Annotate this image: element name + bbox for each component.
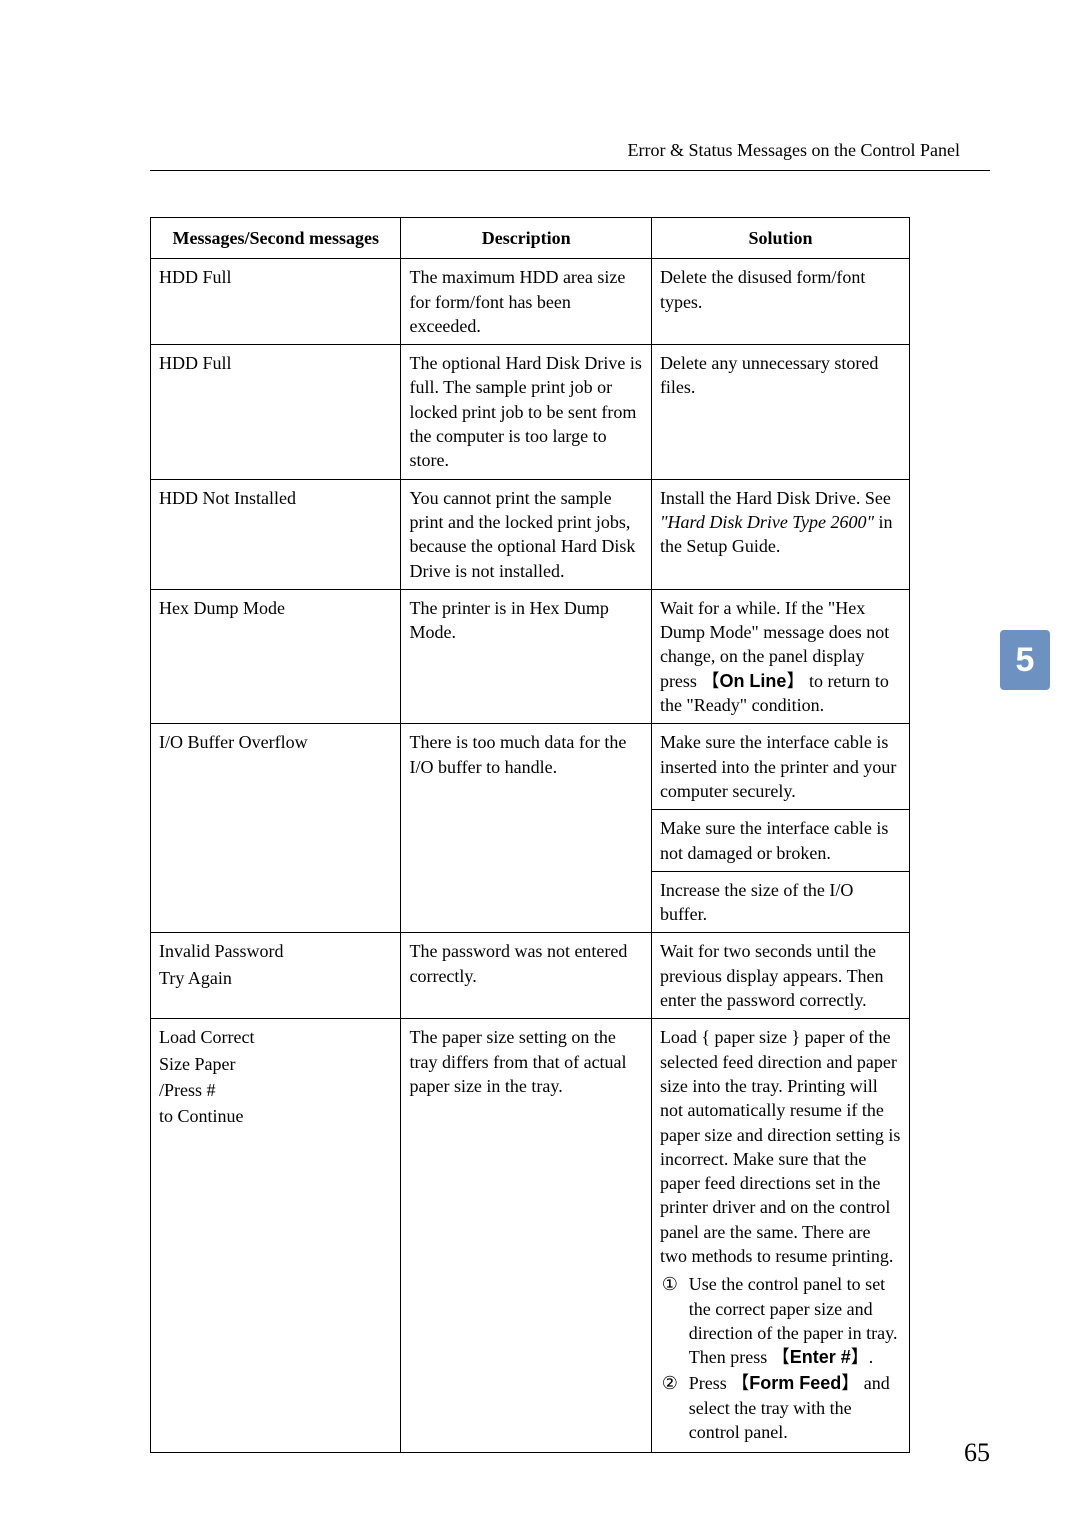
sol-intro: Load { paper size } paper of the selecte… <box>660 1025 901 1268</box>
page-header-caption: Error & Status Messages on the Control P… <box>150 140 1020 167</box>
table-row: Hex Dump Mode The printer is in Hex Dump… <box>151 589 910 723</box>
sol-ref-italic: "Hard Disk Drive Type 2600" <box>660 512 874 532</box>
sol-steps-list: ① Use the control panel to set the corre… <box>660 1272 901 1444</box>
cell-message: HDD Full <box>151 259 401 345</box>
msg-line: Load Correct <box>159 1025 392 1049</box>
msg-line: HDD Full <box>159 351 392 375</box>
list-item: ② Press Form Feed and select the tray wi… <box>660 1371 901 1444</box>
step-text: . <box>869 1347 874 1367</box>
table-row: I/O Buffer Overflow There is too much da… <box>151 724 910 810</box>
chapter-tab: 5 <box>1000 630 1050 690</box>
msg-line: Invalid Password <box>159 939 392 963</box>
msg-line: Hex Dump Mode <box>159 596 392 620</box>
key-label-enter: Enter # <box>772 1347 869 1367</box>
msg-line: HDD Full <box>159 265 392 289</box>
page-number: 65 <box>964 1438 990 1468</box>
table-row: HDD Not Installed You cannot print the s… <box>151 479 910 589</box>
msg-line: Size Paper <box>159 1052 392 1076</box>
key-label-formfeed: Form Feed <box>731 1373 859 1393</box>
sol-text: Install the Hard Disk Drive. See <box>660 488 891 508</box>
cell-message: HDD Not Installed <box>151 479 401 589</box>
table-row: HDD Full The optional Hard Disk Drive is… <box>151 345 910 479</box>
cell-solution: Install the Hard Disk Drive. See "Hard D… <box>651 479 909 589</box>
msg-line: I/O Buffer Overflow <box>159 730 392 754</box>
list-item: ① Use the control panel to set the corre… <box>660 1272 901 1369</box>
cell-description: The printer is in Hex Dump Mode. <box>401 589 651 723</box>
cell-description: The password was not entered correctly. <box>401 933 651 1019</box>
cell-solution: Make sure the interface cable is inserte… <box>651 724 909 810</box>
cell-message: HDD Full <box>151 345 401 479</box>
table-row: HDD Full The maximum HDD area size for f… <box>151 259 910 345</box>
page-root: Error & Status Messages on the Control P… <box>0 0 1080 1528</box>
table-header-row: Messages/Second messages Description Sol… <box>151 218 910 259</box>
col-header-solution: Solution <box>651 218 909 259</box>
cell-description: The maximum HDD area size for form/font … <box>401 259 651 345</box>
cell-message: Hex Dump Mode <box>151 589 401 723</box>
error-table: Messages/Second messages Description Sol… <box>150 217 910 1453</box>
cell-description: The paper size setting on the tray diffe… <box>401 1019 651 1453</box>
error-table-wrap: Messages/Second messages Description Sol… <box>150 217 910 1453</box>
msg-line: HDD Not Installed <box>159 486 392 510</box>
cell-description: There is too much data for the I/O buffe… <box>401 724 651 933</box>
msg-line: Try Again <box>159 966 392 990</box>
key-label-online: On Line <box>701 671 804 691</box>
msg-line: to Continue <box>159 1104 392 1128</box>
cell-solution: Delete the disused form/font types. <box>651 259 909 345</box>
table-row: Invalid Password Try Again The password … <box>151 933 910 1019</box>
cell-solution: Make sure the interface cable is not dam… <box>651 810 909 872</box>
step-number-icon: ② <box>660 1371 680 1395</box>
table-row: Load Correct Size Paper /Press # to Cont… <box>151 1019 910 1453</box>
msg-line: /Press # <box>159 1078 392 1102</box>
step-number-icon: ① <box>660 1272 680 1296</box>
cell-message: I/O Buffer Overflow <box>151 724 401 933</box>
step-text: Press <box>689 1373 732 1393</box>
col-header-description: Description <box>401 218 651 259</box>
cell-solution: Wait for a while. If the "Hex Dump Mode"… <box>651 589 909 723</box>
header-rule <box>150 170 990 171</box>
col-header-messages: Messages/Second messages <box>151 218 401 259</box>
cell-description: The optional Hard Disk Drive is full. Th… <box>401 345 651 479</box>
cell-solution: Wait for two seconds until the previous … <box>651 933 909 1019</box>
cell-message: Invalid Password Try Again <box>151 933 401 1019</box>
cell-message: Load Correct Size Paper /Press # to Cont… <box>151 1019 401 1453</box>
cell-solution: Load { paper size } paper of the selecte… <box>651 1019 909 1453</box>
cell-description: You cannot print the sample print and th… <box>401 479 651 589</box>
cell-solution: Increase the size of the I/O buffer. <box>651 871 909 933</box>
cell-solution: Delete any unnecessary stored files. <box>651 345 909 479</box>
